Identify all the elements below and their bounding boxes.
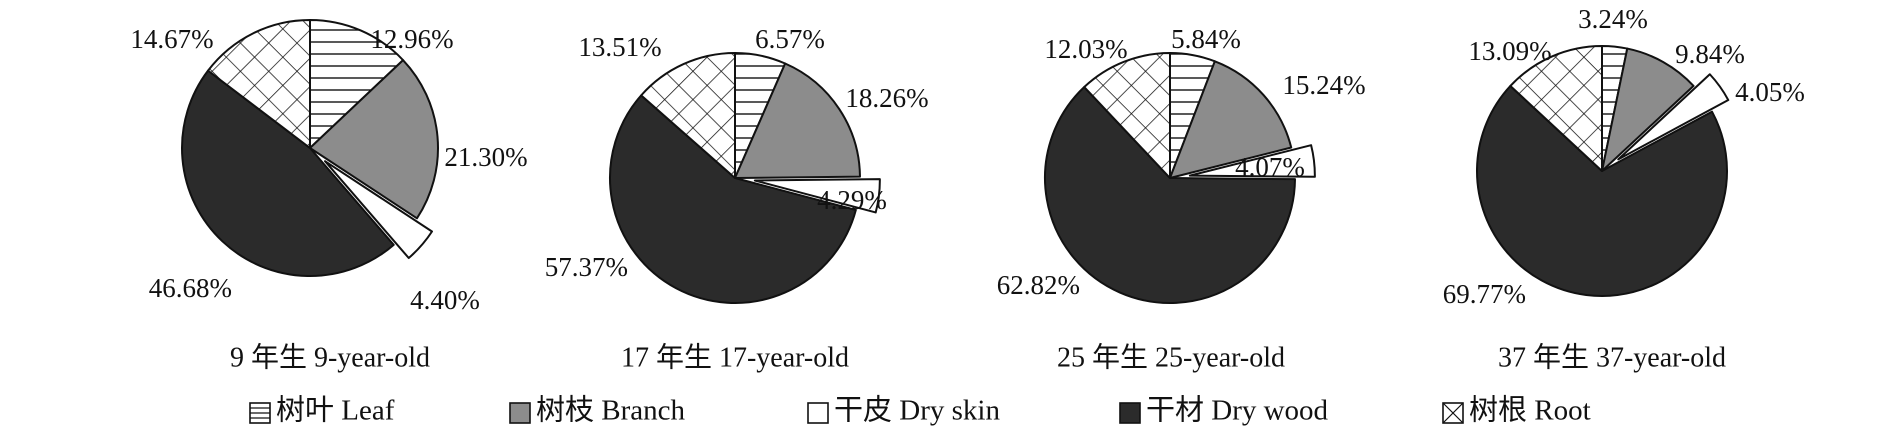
pie-3-label-dry-wood: 62.82% — [997, 270, 1080, 300]
legend-swatch-dry-skin — [807, 402, 829, 424]
legend-item-branch: 树枝 Branch — [509, 394, 685, 427]
pie-4-label-dry-skin: 4.05% — [1735, 77, 1805, 107]
pie-2-label-branch: 18.26% — [845, 83, 928, 113]
pie-1-slice-dry-skin — [324, 160, 433, 260]
pie-2-subtitle: 17 年生 17-year-old — [621, 341, 849, 373]
legend-swatch-leaf — [249, 402, 271, 424]
pie-4-slice-dry-skin — [1617, 73, 1730, 161]
legend-item-dry-skin: 干皮 Dry skin — [807, 394, 1000, 427]
pie-1-slice-leaf — [309, 19, 405, 149]
pie-3-slice-dry-wood — [1043, 86, 1296, 305]
pie-2-slice-dry-skin — [753, 178, 881, 214]
legend-item-root: 树根 Root — [1442, 394, 1591, 427]
pie-2-label-dry-skin: 4.29% — [817, 185, 887, 215]
pie-chart-3: 5.84% 15.24% 4.07% 62.82% 12.03% 25 年生 25-yea… — [997, 24, 1366, 373]
pie-1-slice-root — [207, 19, 311, 149]
pie-3-label-root: 12.03% — [1044, 34, 1127, 64]
pie-1-label-branch: 21.30% — [444, 142, 527, 172]
legend-item-dry-wood: 干材 Dry wood — [1119, 394, 1329, 427]
legend-swatch-dry-wood — [1119, 402, 1141, 424]
pie-1-label-leaf: 12.96% — [370, 24, 453, 54]
pie-chart-4: 3.24% 9.84% 4.05% 69.77% 13.09% 37 年生 37-year… — [1443, 4, 1805, 373]
pie-2-slice-branch — [734, 62, 861, 179]
pie-4-label-leaf: 3.24% — [1578, 4, 1648, 34]
pie-charts-group: 12.96% 21.30% 4.40% 46.68% 14.67% 9 年生 9-year… — [130, 4, 1805, 373]
pie-1-label-dry-skin: 4.40% — [410, 285, 480, 315]
pie-chart-1: 12.96% 21.30% 4.40% 46.68% 14.67% 9 年生 9-year… — [130, 19, 528, 373]
pie-4-slice-branch — [1601, 47, 1695, 172]
pie-2-label-leaf: 6.57% — [755, 24, 825, 54]
pie-2-slice-dry-wood — [609, 94, 857, 304]
pie-4-label-branch: 9.84% — [1675, 39, 1745, 69]
pie-3-label-dry-skin: 4.07% — [1235, 152, 1305, 182]
pie-2-label-dry-wood: 57.37% — [545, 252, 628, 282]
legend-swatch-branch — [509, 402, 531, 424]
pie-3-slice-branch — [1169, 60, 1293, 179]
pie-1-label-root: 14.67% — [130, 24, 213, 54]
legend-label-branch: 树枝 Branch — [536, 394, 685, 427]
legend-item-leaf: 树叶 Leaf — [249, 394, 395, 427]
pie-1-slice-branch — [309, 59, 439, 220]
pie-chart-2: 6.57% 18.26% 4.29% 57.37% 13.51% 17 年生 17-yea… — [545, 24, 929, 373]
pie-1-subtitle: 9 年生 9-year-old — [230, 341, 430, 373]
legend-label-dry-skin: 干皮 Dry skin — [834, 394, 1000, 427]
pie-1-label-dry-wood: 46.68% — [149, 273, 232, 303]
pie-4-slice-root — [1509, 45, 1603, 172]
pie-4-subtitle: 37 年生 37-year-old — [1498, 341, 1726, 373]
legend-swatch-root — [1442, 402, 1464, 424]
pie-3-label-branch: 15.24% — [1282, 70, 1365, 100]
legend-label-leaf: 树叶 Leaf — [276, 394, 395, 427]
pie-4-label-root: 13.09% — [1468, 36, 1551, 66]
pie-4-slice-dry-wood — [1476, 84, 1728, 297]
pie-2-slice-root — [640, 52, 736, 179]
legend-label-dry-wood: 干材 Dry wood — [1146, 394, 1329, 427]
legend-label-root: 树根 Root — [1469, 394, 1591, 427]
pie-3-slice-dry-skin — [1188, 144, 1316, 178]
pie-3-subtitle: 25 年生 25-year-old — [1057, 341, 1285, 373]
pie-4-label-dry-wood: 69.77% — [1443, 279, 1526, 309]
pie-1-slice-dry-wood — [181, 69, 395, 277]
pie-3-label-leaf: 5.84% — [1171, 24, 1241, 54]
pie-2-label-root: 13.51% — [578, 32, 661, 62]
pie-3-slice-root — [1083, 52, 1171, 179]
legend: 树叶 Leaf 树枝 Branch 干皮 Dry skin 干材 Dry wood 树根… — [249, 394, 1591, 427]
